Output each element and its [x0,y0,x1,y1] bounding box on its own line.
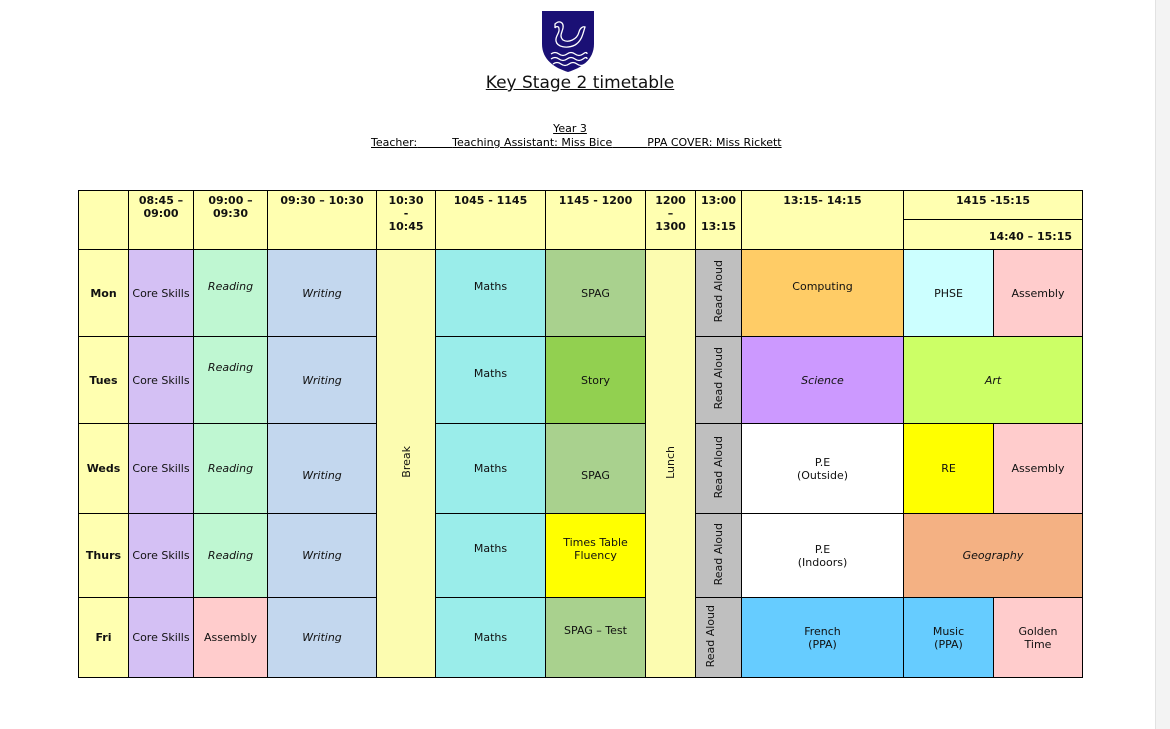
staff-line: Teacher: Teaching Assistant: Miss Bice P… [371,136,782,149]
header-time: 13:15- 14:15 [741,190,904,250]
header-time: 09:30 – 10:30 [267,190,377,250]
year-label: Year 3 [553,122,587,135]
day-label: Weds [78,423,129,514]
lesson-core-skills: Core Skills [128,336,194,424]
teaching-assistant: Teaching Assistant: Miss Bice [452,136,613,149]
lesson-maths: Maths [435,597,546,678]
day-label: Fri [78,597,129,678]
header-time: 1415 -15:15 [903,190,1083,220]
header-time: 08:45 – 09:00 [128,190,194,250]
lesson-pe: P.E (Outside) [741,423,904,514]
lesson-read-aloud: Read Aloud [695,423,742,514]
lesson-computing: Computing [741,249,904,337]
lesson-core-skills: Core Skills [128,597,194,678]
lesson-art: Art [903,336,1083,424]
lesson-french: French (PPA) [741,597,904,678]
lesson-read-aloud: Read Aloud [695,513,742,598]
header-time: 1200–1300 [645,190,696,250]
lesson-read-aloud: Read Aloud [695,597,742,678]
header-time: 14:40 – 15:15 [903,219,1083,250]
header-time: 10:30-10:45 [376,190,436,250]
day-label: Tues [78,336,129,424]
lesson-assembly: Assembly [193,597,268,678]
lesson-maths: Maths [435,513,546,598]
lesson-maths: Maths [435,336,546,424]
lesson-reading: Reading [193,513,268,598]
lesson-core-skills: Core Skills [128,249,194,337]
lesson-times-table-fluency: Times Table Fluency [545,513,646,598]
timetable: 08:45 – 09:00 09:00 – 09:30 09:30 – 10:3… [78,190,1083,678]
lesson-assembly: Assembly [993,423,1083,514]
corner-cell [78,190,129,250]
header-time: 1145 - 1200 [545,190,646,250]
day-label: Thurs [78,513,129,598]
lesson-writing: Writing [267,423,377,514]
lesson-reading: Reading [193,423,268,514]
lesson-spag: SPAG [545,423,646,514]
lesson-maths: Maths [435,249,546,337]
page-title: Key Stage 2 timetable [485,73,675,93]
lesson-reading: Reading [193,249,268,337]
lesson-music: Music (PPA) [903,597,994,678]
lesson-core-skills: Core Skills [128,513,194,598]
lesson-assembly: Assembly [993,249,1083,337]
lesson-phse: PHSE [903,249,994,337]
lesson-read-aloud: Read Aloud [695,336,742,424]
lesson-read-aloud: Read Aloud [695,249,742,337]
day-label: Mon [78,249,129,337]
teacher-label: Teacher: [371,136,418,149]
header-time: 09:00 – 09:30 [193,190,268,250]
lesson-writing: Writing [267,249,377,337]
lesson-writing: Writing [267,597,377,678]
lesson-spag-test: SPAG – Test [545,597,646,678]
lesson-maths: Maths [435,423,546,514]
lesson-core-skills: Core Skills [128,423,194,514]
lesson-story: Story [545,336,646,424]
header-time: 1045 - 1145 [435,190,546,250]
lesson-golden-time: Golden Time [993,597,1083,678]
ppa-cover: PPA COVER: Miss Rickett [647,136,782,149]
school-crest-logo [542,11,594,72]
break-cell: Break [376,249,436,678]
scrollbar[interactable] [1155,0,1170,729]
lesson-writing: Writing [267,336,377,424]
lesson-geography: Geography [903,513,1083,598]
lesson-reading: Reading [193,336,268,424]
lesson-spag: SPAG [545,249,646,337]
lunch-cell: Lunch [645,249,696,678]
lesson-re: RE [903,423,994,514]
lesson-science: Science [741,336,904,424]
header-time: 13:00 13:15 [695,190,742,250]
lesson-pe: P.E (Indoors) [741,513,904,598]
lesson-writing: Writing [267,513,377,598]
